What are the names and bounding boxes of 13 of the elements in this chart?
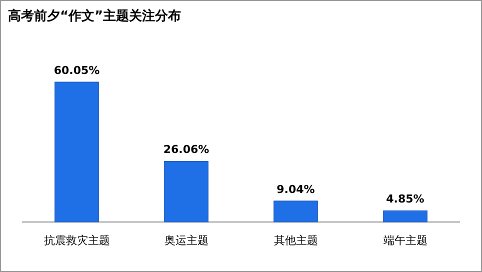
- data-label: 26.06%: [163, 143, 210, 156]
- x-tick-label: 奥运主题: [164, 234, 208, 247]
- bar: [274, 200, 318, 222]
- bar: [54, 82, 99, 222]
- data-label: 9.04%: [276, 182, 315, 196]
- bar: [164, 160, 208, 222]
- x-tick-label: 其他主题: [274, 234, 318, 247]
- chart-title: 高考前夕“作文”主题关注分布: [8, 8, 182, 24]
- data-label: 60.05%: [54, 64, 100, 77]
- bar: [383, 210, 428, 222]
- x-tick-label: 端午主题: [383, 234, 428, 247]
- data-label: 4.85%: [386, 192, 424, 206]
- x-tick-label: 抗震救灾主题: [44, 234, 110, 247]
